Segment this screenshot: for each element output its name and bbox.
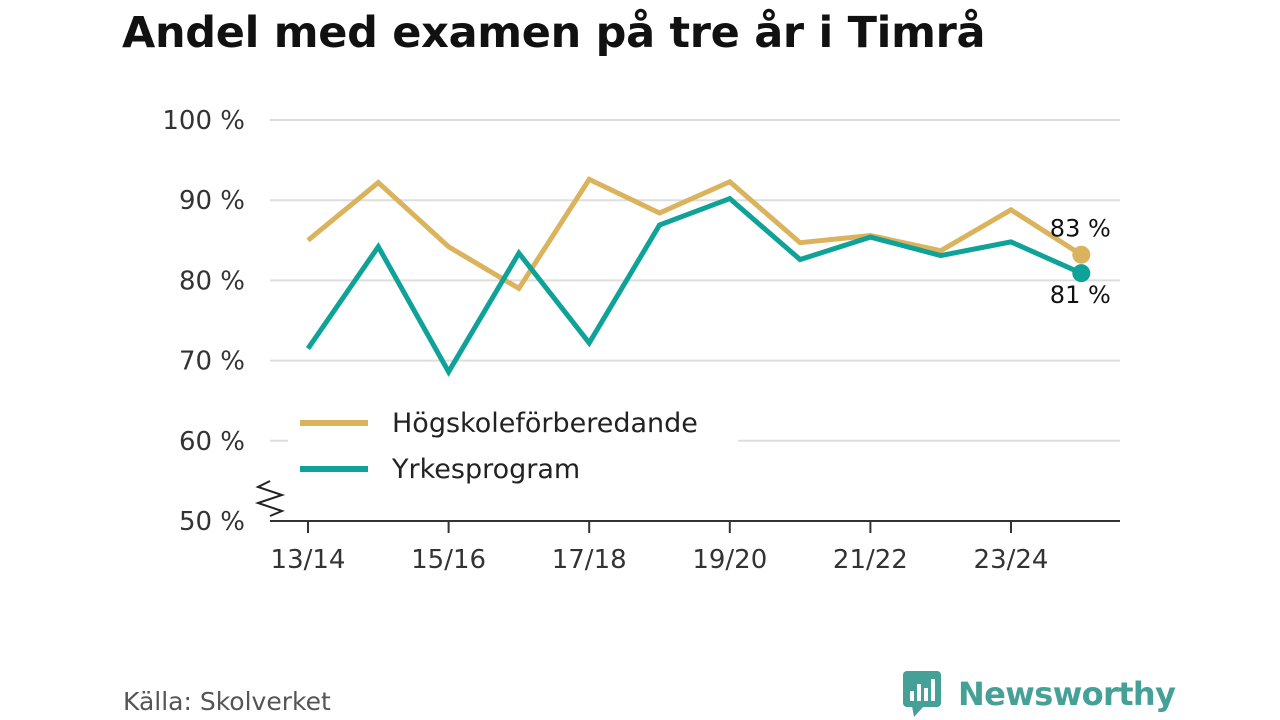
x-tick-label: 21/22 bbox=[833, 545, 908, 575]
end-value-label: 81 % bbox=[1050, 281, 1111, 309]
x-tick-label: 13/14 bbox=[271, 545, 346, 575]
x-tick-label: 15/16 bbox=[411, 545, 486, 575]
y-tick-label: 70 % bbox=[179, 347, 245, 377]
x-tick-label: 19/20 bbox=[692, 545, 767, 575]
brand-name: Newsworthy bbox=[958, 675, 1176, 713]
bar-chart-speech-bubble-icon bbox=[903, 671, 941, 717]
source-note: Källa: Skolverket bbox=[123, 687, 331, 716]
y-tick-label: 60 % bbox=[179, 427, 245, 457]
x-tick-label: 23/24 bbox=[974, 545, 1049, 575]
end-point-marker bbox=[1072, 245, 1091, 264]
x-tick-label: 17/18 bbox=[552, 545, 627, 575]
y-tick-label: 100 % bbox=[162, 106, 245, 136]
chart-title: Andel med examen på tre år i Timrå bbox=[122, 8, 986, 58]
y-tick-label: 50 % bbox=[179, 507, 245, 537]
series-line bbox=[305, 195, 1083, 377]
series-line bbox=[306, 176, 1083, 292]
legend-label: Högskoleförberedande bbox=[392, 408, 698, 439]
y-tick-label: 80 % bbox=[179, 266, 245, 296]
end-point-marker bbox=[1072, 264, 1091, 283]
chart-canvas: 50 % 60 % 70 % 80 % 90 % 100 % 13/14 15/16 17/18… bbox=[162, 106, 1120, 575]
brand-logo: Newsworthy bbox=[902, 670, 1176, 718]
y-tick-label: 90 % bbox=[179, 186, 245, 216]
legend-label: Yrkesprogram bbox=[391, 454, 580, 485]
axis-break-icon bbox=[254, 480, 286, 517]
end-value-label: 83 % bbox=[1050, 215, 1111, 243]
